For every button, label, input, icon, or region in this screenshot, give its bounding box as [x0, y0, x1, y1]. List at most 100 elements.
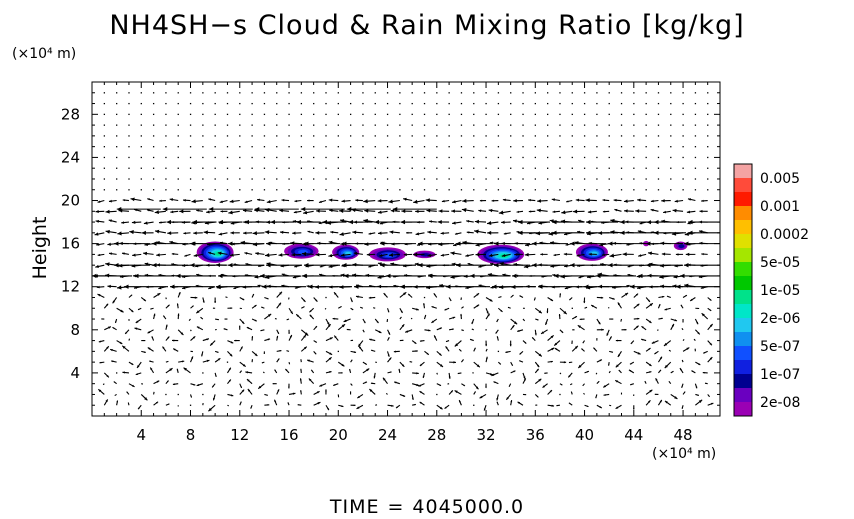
colorbar-swatch	[734, 290, 752, 305]
wind-vector-head	[280, 230, 284, 234]
wind-vector	[411, 178, 413, 180]
wind-vector	[189, 167, 192, 169]
wind-vector-head	[124, 284, 129, 289]
wind-vector-head	[201, 354, 203, 357]
wind-vector	[411, 113, 413, 116]
wind-vector-head	[338, 396, 339, 398]
wind-vector	[189, 178, 192, 180]
wind-vector-head	[630, 342, 633, 344]
wind-vector-head	[382, 377, 386, 381]
wind-vector-head	[159, 199, 162, 203]
wind-vector	[386, 189, 389, 191]
wind-vector-head	[617, 302, 621, 306]
wind-vector-head	[365, 381, 367, 384]
wind-vector-head	[266, 199, 271, 204]
wind-vector-head	[528, 198, 531, 202]
wind-vector	[510, 146, 512, 148]
wind-vector-head	[376, 361, 377, 363]
wind-vector	[583, 189, 586, 191]
wind-vector	[263, 124, 266, 126]
wind-vector-head	[308, 284, 313, 289]
wind-vector-head	[134, 273, 139, 279]
wind-vector	[189, 156, 192, 159]
wind-vector	[116, 146, 118, 148]
wind-vector-head	[586, 219, 591, 225]
wind-vector	[633, 189, 635, 191]
wind-vector-head	[701, 253, 704, 256]
x-tick-label: 24	[378, 426, 397, 444]
wind-vector	[583, 156, 586, 159]
wind-vector-head	[250, 407, 252, 409]
wind-vector-head	[675, 253, 679, 256]
wind-vector-head	[371, 349, 373, 352]
wind-vector-head	[304, 332, 309, 336]
wind-vector	[349, 189, 352, 191]
wind-vector-head	[228, 367, 231, 371]
wind-vector	[547, 156, 549, 159]
wind-vector-head	[462, 329, 464, 331]
wind-vector	[374, 92, 376, 94]
wind-vector	[239, 156, 241, 159]
wind-vector-head	[328, 198, 333, 202]
x-tick-label: 32	[476, 426, 495, 444]
wind-vector-head	[254, 206, 260, 212]
wind-vector-head	[329, 209, 333, 213]
wind-vector	[140, 146, 142, 148]
wind-vector-head	[112, 300, 116, 304]
wind-vector-head	[434, 335, 437, 338]
wind-vector-head	[277, 332, 279, 334]
wind-vector-head	[496, 320, 498, 323]
x-tick-label: 36	[526, 426, 545, 444]
wind-vector-head	[649, 303, 653, 307]
wind-vector	[448, 146, 450, 148]
wind-vector-head	[538, 284, 543, 289]
wind-vector-head	[206, 210, 210, 214]
wind-vector	[460, 156, 463, 159]
wind-vector-head	[288, 332, 290, 334]
wind-vector	[128, 92, 130, 94]
wind-vector-head	[277, 358, 280, 361]
x-tick-label: 28	[427, 426, 446, 444]
wind-vector	[571, 124, 573, 126]
wind-vector-head	[360, 307, 362, 309]
wind-vector-head	[445, 346, 448, 349]
wind-vector-head	[694, 348, 696, 350]
wind-vector-head	[325, 389, 327, 392]
wind-vector-head	[511, 364, 513, 366]
wind-vector	[657, 113, 660, 116]
wind-vector	[682, 135, 684, 137]
wind-vector-head	[419, 391, 422, 394]
wind-vector	[583, 146, 586, 148]
wind-vector-head	[108, 199, 112, 203]
colorbar-swatch	[734, 276, 752, 291]
wind-vector	[362, 102, 364, 105]
wind-vector	[263, 167, 266, 169]
wind-vector	[510, 189, 512, 191]
wind-vector	[362, 189, 364, 191]
wind-vector-head	[536, 395, 539, 398]
wind-vector	[386, 156, 389, 159]
wind-vector-head	[444, 406, 447, 409]
wind-vector	[325, 124, 327, 126]
wind-vector	[288, 178, 290, 180]
wind-vector-head	[377, 231, 382, 235]
wind-vector-head	[617, 354, 621, 357]
wind-vector-head	[423, 303, 425, 306]
wind-vector-head	[568, 375, 571, 378]
wind-vector	[473, 178, 475, 180]
wind-vector-head	[595, 396, 597, 399]
wind-vector-head	[110, 348, 113, 352]
wind-vector-head	[552, 230, 557, 236]
wind-vector-head	[568, 361, 571, 363]
wind-vector-head	[538, 310, 542, 314]
wind-vector-head	[425, 198, 430, 203]
wind-vector	[485, 156, 487, 159]
wind-vector-head	[153, 391, 155, 393]
wind-vector-head	[400, 316, 402, 318]
wind-vector-head	[609, 371, 611, 372]
wind-vector-head	[167, 304, 170, 307]
wind-vector-head	[578, 364, 582, 368]
wind-vector	[152, 178, 155, 180]
wind-vector	[436, 189, 438, 191]
wind-vector-head	[193, 231, 197, 235]
